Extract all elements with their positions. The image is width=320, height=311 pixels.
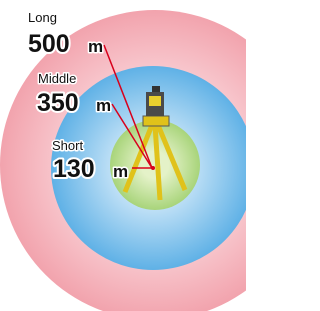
range-name: Middle [38,71,76,86]
range-unit: m [113,162,128,181]
range-unit: m [96,96,111,115]
range-value: 500 [28,30,70,58]
origin-point [151,166,155,170]
range-unit: m [88,37,103,56]
range-name: Long [28,10,57,25]
range-name: Short [52,138,83,153]
range-value: 130 [53,155,95,183]
range-diagram: Long 500 m Middle 350 m Short 130 m [0,0,246,311]
range-value: 350 [37,89,79,117]
